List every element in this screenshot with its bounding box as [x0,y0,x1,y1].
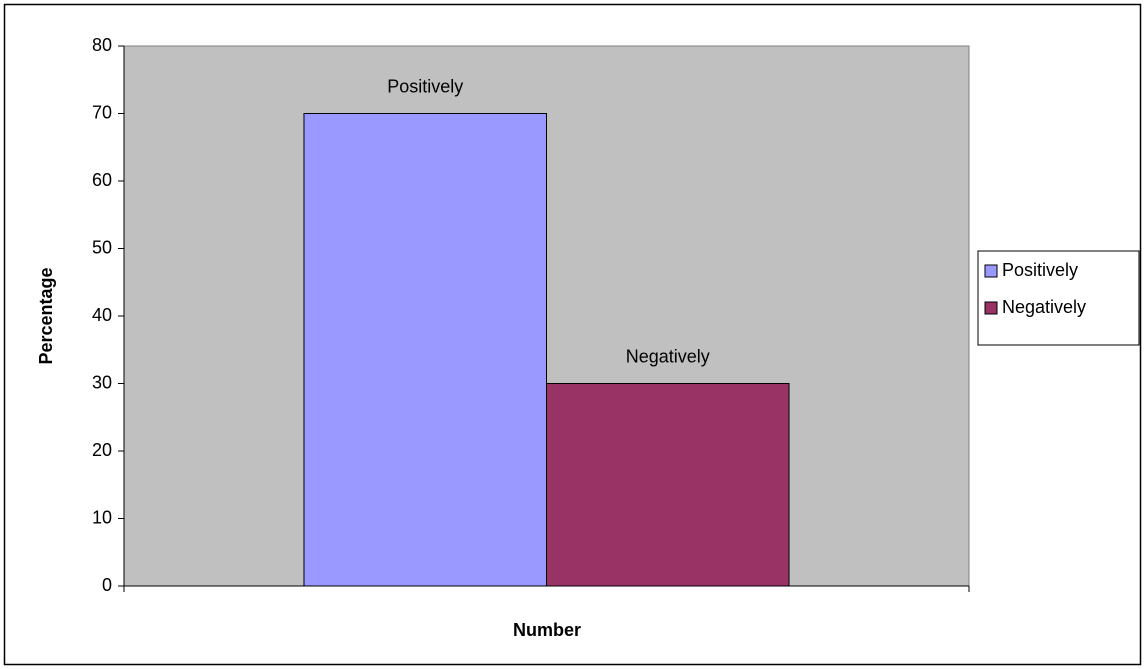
data-label: Negatively [626,346,710,366]
y-tick-label: 60 [92,170,112,190]
x-axis-label: Number [513,620,581,640]
data-label: Positively [387,76,463,96]
y-tick-label: 10 [92,507,112,527]
y-axis-label: Percentage [36,267,56,364]
y-tick-label: 0 [102,575,112,595]
y-tick-label: 80 [92,35,112,55]
y-tick-label: 70 [92,102,112,122]
legend-box [977,250,1140,346]
y-tick-label: 40 [92,305,112,325]
bar [303,113,547,587]
legend-label: Negatively [1002,297,1086,317]
y-tick-label: 30 [92,372,112,392]
y-tick-label: 50 [92,237,112,257]
y-tick-label: 20 [92,440,112,460]
legend-swatch [984,301,998,315]
legend-label: Positively [1002,260,1078,280]
legend-swatch [984,264,998,278]
bar [546,383,790,587]
